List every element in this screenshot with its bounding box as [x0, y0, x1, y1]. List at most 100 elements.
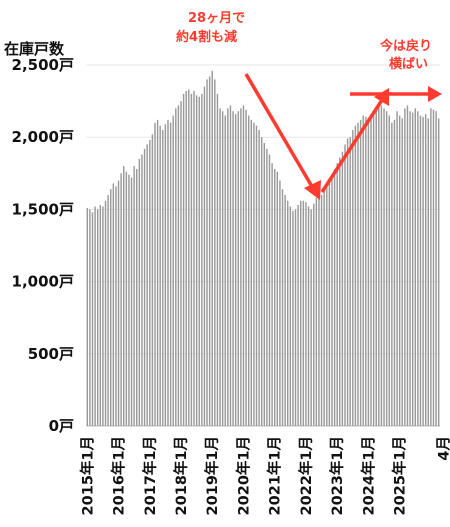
- bar: [227, 108, 229, 426]
- y-tick-labels: 0戸 500戸 1,000戸 1,500戸 2,000戸 2,500戸: [12, 56, 74, 435]
- flat-arrow-head: [428, 86, 442, 102]
- bar: [287, 200, 289, 426]
- y-tick-label: 0戸: [49, 417, 74, 435]
- annotation-decline: 28ヶ月で 約4割も減: [176, 11, 321, 200]
- annotation-recovery: 今は戻り 横ばい: [320, 38, 442, 193]
- bar: [388, 115, 390, 426]
- bar: [362, 115, 364, 426]
- bar: [419, 115, 422, 426]
- x-tick-label: 2024年1月: [359, 436, 377, 515]
- bar: [154, 122, 156, 426]
- y-axis-title: 在庫戸数: [4, 40, 65, 58]
- bar: [297, 205, 299, 426]
- bar: [89, 209, 91, 426]
- annotation-decline-line1: 28ヶ月で: [188, 11, 245, 26]
- bar: [404, 108, 406, 426]
- x-tick-label: 2022年1月: [297, 436, 315, 515]
- bar: [97, 209, 99, 426]
- bar: [313, 203, 315, 426]
- bar: [164, 124, 167, 426]
- bar: [138, 158, 141, 427]
- bar: [391, 122, 393, 426]
- bar: [427, 118, 429, 427]
- x-tick-label: 2025年1月: [391, 436, 409, 515]
- bar: [245, 109, 247, 426]
- y-tick-label: 2,000戸: [12, 128, 74, 146]
- bar: [195, 95, 198, 426]
- bar: [143, 148, 146, 426]
- x-tick-labels: 2015年1月 2016年1月 2017年1月 2018年1月 2019年1月 2020年…: [78, 436, 450, 515]
- bar: [175, 108, 177, 426]
- bar: [336, 163, 338, 426]
- bar: [328, 180, 331, 426]
- bar: [229, 105, 232, 427]
- bar: [370, 115, 372, 426]
- bar: [346, 138, 349, 426]
- bar: [130, 177, 133, 426]
- bar: [284, 194, 286, 426]
- bar: [123, 166, 125, 426]
- bar: [393, 119, 396, 427]
- bar: [411, 112, 414, 427]
- bar: [167, 119, 169, 427]
- bar: [281, 189, 284, 426]
- bar: [271, 163, 273, 426]
- bar: [203, 86, 206, 426]
- bar: [206, 79, 208, 426]
- bar: [94, 206, 96, 426]
- bar: [383, 108, 385, 426]
- bar: [104, 200, 107, 426]
- bar: [110, 189, 112, 426]
- bar: [406, 105, 409, 427]
- bar: [333, 168, 336, 426]
- y-tick-label: 2,500戸: [12, 56, 74, 74]
- bar: [349, 137, 351, 426]
- bar: [125, 171, 128, 426]
- bar: [354, 125, 357, 427]
- bar: [263, 142, 266, 427]
- bar: [367, 118, 370, 427]
- bar: [323, 189, 325, 426]
- bar: [86, 207, 89, 426]
- bar: [380, 105, 383, 427]
- bar: [128, 174, 130, 426]
- bar: [156, 119, 159, 427]
- y-tick-label: 1,000戸: [12, 273, 74, 291]
- bar: [193, 90, 195, 427]
- bar: [310, 209, 312, 426]
- bar: [274, 168, 276, 426]
- bar: [102, 206, 104, 426]
- bar: [216, 93, 219, 426]
- bar: [279, 180, 281, 426]
- bar: [359, 119, 362, 427]
- x-tick-label: 2015年1月: [78, 436, 96, 515]
- x-tick-label: 2018年1月: [172, 436, 190, 515]
- bar: [247, 115, 250, 426]
- bar: [237, 111, 239, 427]
- bar: [240, 108, 242, 426]
- bar: [182, 93, 185, 426]
- bar: [300, 200, 302, 426]
- bar: [232, 111, 234, 427]
- y-tick-label: 1,500戸: [12, 200, 74, 218]
- bar: [339, 157, 341, 427]
- bar: [409, 111, 411, 427]
- bar: [211, 70, 213, 426]
- bar: [214, 79, 216, 426]
- bar: [107, 194, 109, 426]
- bar: [331, 174, 333, 426]
- bar: [221, 111, 224, 427]
- recovery-arrow-line: [320, 99, 384, 193]
- bar: [242, 105, 245, 427]
- bar: [136, 168, 138, 426]
- bar: [141, 154, 143, 426]
- bar: [162, 129, 164, 427]
- bar: [112, 183, 115, 426]
- bar: [385, 111, 388, 427]
- bar: [318, 192, 320, 426]
- bar: [266, 148, 268, 426]
- bar: [357, 122, 359, 426]
- bar: [344, 144, 346, 427]
- bar: [260, 137, 263, 426]
- bar: [190, 93, 193, 426]
